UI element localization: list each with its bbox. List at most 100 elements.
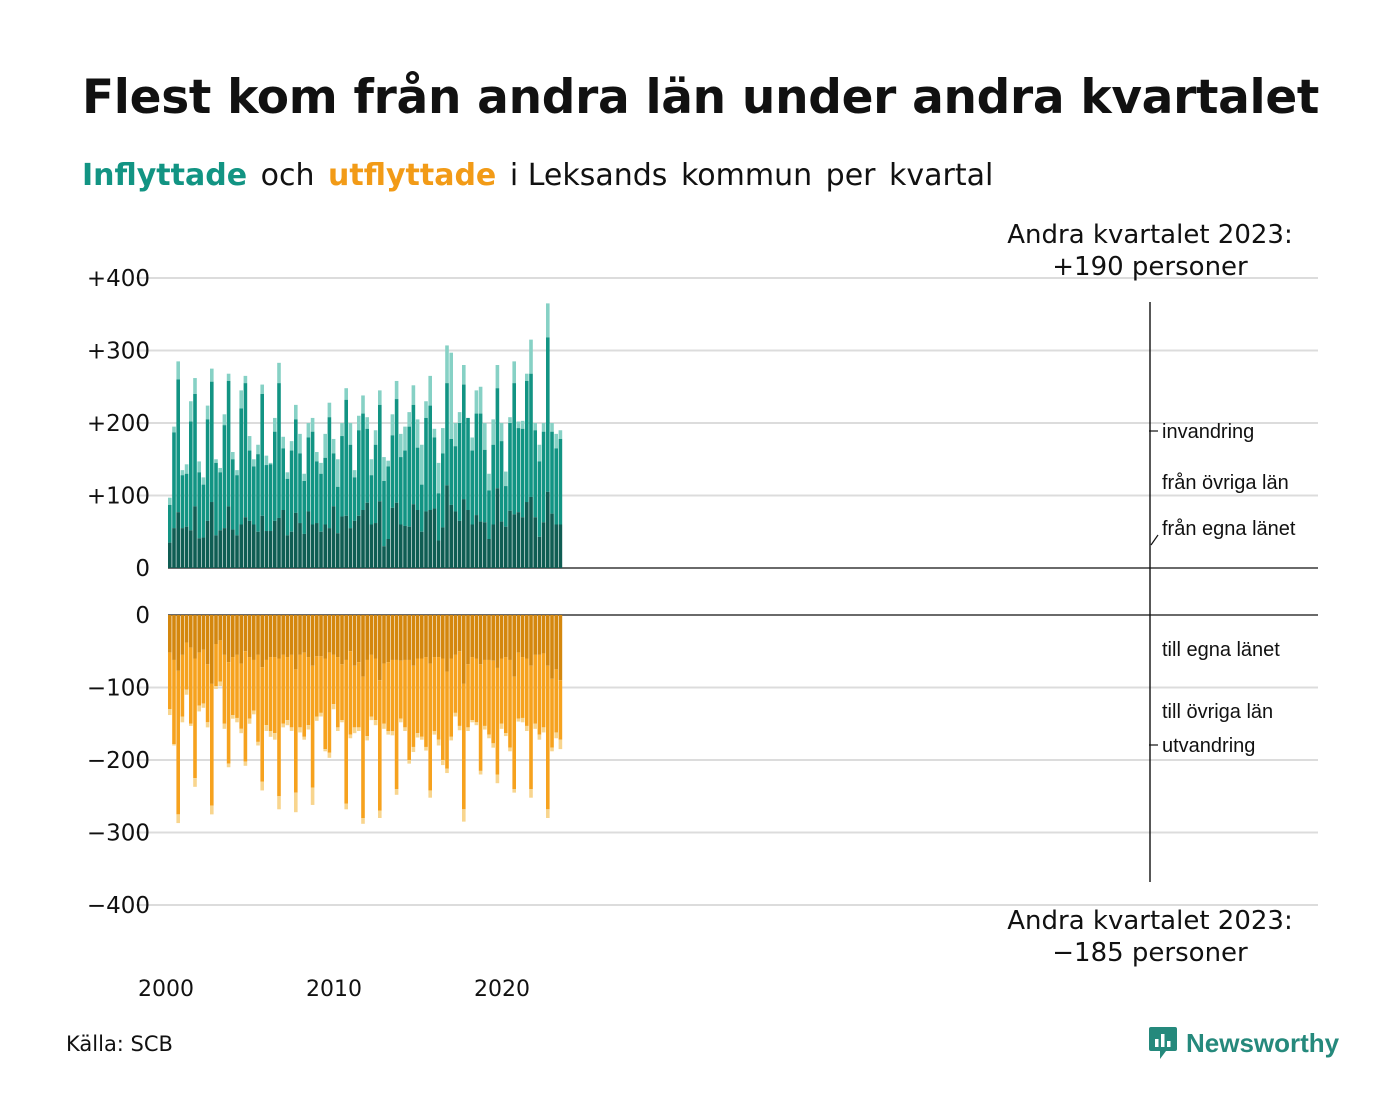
bar-invandring: [357, 415, 361, 431]
newsworthy-logo-icon: [1149, 1027, 1177, 1059]
bar-till-egna-lanet: [336, 615, 340, 658]
bar-invandring: [546, 303, 550, 338]
bar-utvandring: [546, 809, 550, 818]
bar-fran-egna-lanet: [231, 529, 235, 568]
bar-till-ovriga-lan: [294, 669, 298, 793]
axis-labels: +400 +300 +200 +100 0 0 −100 −200 −300 −400 2000 20…: [87, 266, 530, 1002]
bar-fran-egna-lanet: [361, 510, 365, 568]
bar-till-ovriga-lan: [420, 658, 424, 737]
bar-fran-egna-lanet: [529, 496, 533, 568]
bar-invandring: [403, 426, 407, 451]
bar-till-ovriga-lan: [210, 683, 214, 806]
bar-invandring: [331, 438, 336, 454]
bar-utvandring: [306, 725, 311, 730]
bar-till-ovriga-lan: [201, 649, 206, 704]
bar-utvandring: [302, 736, 306, 740]
bar-utvandring: [436, 739, 441, 746]
bar-fran-ovriga-lan: [294, 419, 298, 513]
bar-utvandring: [260, 781, 264, 791]
bar-till-egna-lanet: [210, 615, 214, 684]
bar-utvandring: [298, 727, 302, 733]
bar-invandring: [529, 339, 533, 374]
bar-fran-ovriga-lan: [268, 464, 273, 532]
bar-utvandring: [399, 718, 403, 723]
bar-till-egna-lanet: [449, 615, 453, 659]
bar-utvandring: [336, 727, 340, 731]
bar-utvandring: [327, 752, 332, 758]
bar-fran-egna-lanet: [277, 517, 281, 568]
bar-invandring: [201, 477, 206, 485]
bar-fran-egna-lanet: [172, 528, 176, 568]
bar-invandring: [525, 373, 529, 381]
bar-till-ovriga-lan: [546, 665, 550, 810]
bar-utvandring: [449, 736, 453, 741]
bar-till-ovriga-lan: [403, 659, 407, 728]
label-tick: [1150, 534, 1159, 546]
bar-fran-egna-lanet: [331, 506, 336, 568]
bar-invandring: [420, 444, 424, 485]
bar-till-ovriga-lan: [499, 658, 504, 724]
bar-till-egna-lanet: [256, 615, 260, 655]
bar-fran-egna-lanet: [256, 531, 260, 568]
bar-fran-ovriga-lan: [348, 444, 353, 529]
bar-utvandring: [294, 792, 298, 813]
bar-fran-ovriga-lan: [222, 425, 227, 529]
series-label-in: invandring: [1162, 421, 1254, 443]
bar-fran-ovriga-lan: [508, 423, 512, 511]
bar-utvandring: [445, 768, 449, 774]
bar-fran-ovriga-lan: [168, 504, 172, 543]
bar-fran-ovriga-lan: [260, 394, 264, 516]
bar-invandring: [277, 362, 281, 384]
bar-fran-ovriga-lan: [499, 441, 504, 522]
bar-till-egna-lanet: [344, 615, 348, 660]
bar-fran-egna-lanet: [252, 524, 256, 568]
bar-till-egna-lanet: [394, 615, 399, 660]
bar-utvandring: [441, 760, 445, 766]
subtitle-word: kommun: [680, 158, 813, 193]
bar-utvandring: [315, 716, 319, 721]
bar-till-egna-lanet: [319, 615, 323, 657]
bar-till-egna-lanet: [453, 615, 458, 655]
bar-till-egna-lanet: [550, 615, 554, 679]
series-label-out: utvandring: [1162, 735, 1255, 757]
bar-fran-egna-lanet: [323, 524, 327, 568]
bar-invandring: [260, 384, 264, 394]
bar-utvandring: [357, 727, 361, 731]
bar-invandring: [361, 395, 365, 414]
bar-fran-ovriga-lan: [554, 448, 558, 525]
bar-utvandring: [180, 716, 185, 723]
bar-utvandring: [205, 722, 210, 728]
bar-fran-ovriga-lan: [428, 405, 432, 510]
bar-till-egna-lanet: [264, 615, 269, 660]
bar-invandring: [319, 462, 323, 474]
bar-invandring: [449, 352, 453, 439]
bar-fran-ovriga-lan: [352, 477, 357, 521]
bar-fran-ovriga-lan: [373, 444, 378, 524]
bar-fran-egna-lanet: [445, 485, 449, 568]
bar-till-ovriga-lan: [231, 657, 235, 716]
bar-invandring: [231, 452, 235, 460]
bar-fran-ovriga-lan: [449, 438, 453, 505]
bar-till-ovriga-lan: [407, 659, 411, 760]
bar-invandring: [390, 414, 395, 436]
bar-till-ovriga-lan: [252, 659, 256, 711]
bar-utvandring: [369, 716, 374, 721]
bar-invandring: [373, 430, 378, 445]
bar-utvandring: [554, 732, 558, 739]
bar-till-ovriga-lan: [348, 651, 353, 735]
bar-fran-egna-lanet: [298, 523, 302, 568]
bar-invandring: [252, 459, 256, 467]
bar-invandring: [495, 365, 500, 389]
bar-till-egna-lanet: [525, 615, 529, 659]
bar-till-ovriga-lan: [239, 663, 243, 729]
bar-fran-ovriga-lan: [319, 473, 323, 532]
bar-fran-ovriga-lan: [516, 428, 521, 513]
bar-till-ovriga-lan: [357, 662, 361, 728]
bar-till-ovriga-lan: [428, 663, 432, 791]
bar-fran-ovriga-lan: [340, 436, 344, 517]
bar-till-egna-lanet: [277, 615, 281, 659]
bar-fran-egna-lanet: [453, 511, 458, 568]
bar-utvandring: [495, 774, 500, 784]
bar-utvandring: [310, 787, 315, 805]
bar-till-ovriga-lan: [273, 657, 277, 734]
